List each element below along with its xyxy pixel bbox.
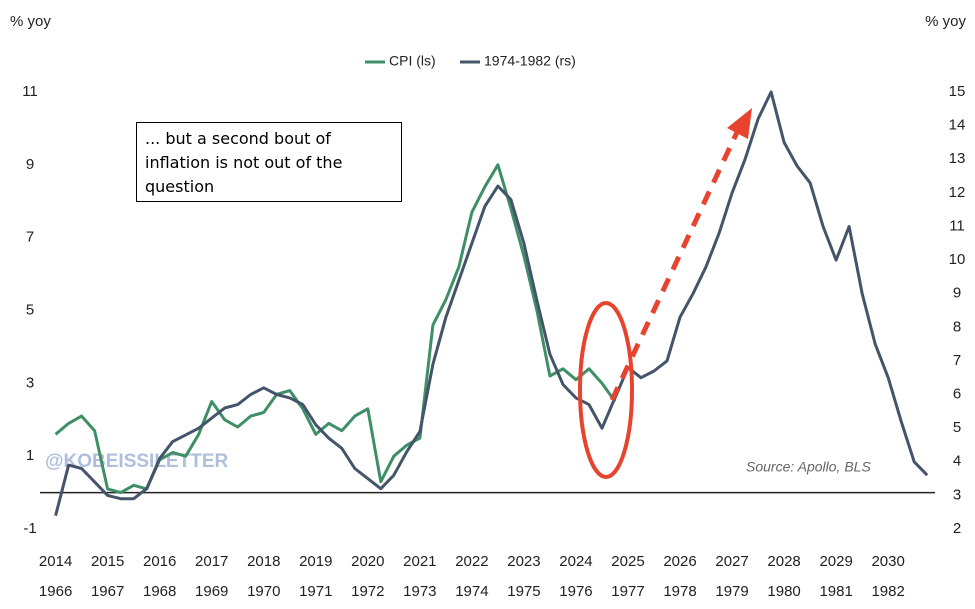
arrow-head	[727, 108, 752, 139]
x-tick-label: 2021	[403, 553, 436, 570]
x-tick-label: 2025	[611, 553, 644, 570]
x2-tick-label: 1976	[559, 583, 592, 600]
y2-tick-label: 15	[949, 83, 966, 100]
y-tick-label: 3	[26, 374, 34, 391]
y2-tick-label: 10	[949, 251, 966, 268]
y-axis-label: % yoy	[10, 13, 51, 30]
source: Source: Apollo, BLS	[746, 459, 871, 475]
y2-tick-label: 6	[953, 386, 961, 403]
y2-axis-label: % yoy	[925, 13, 966, 30]
x-tick-label: 2023	[507, 553, 540, 570]
x2-tick-label: 1973	[403, 583, 436, 600]
annotation: ... but a second bout of inflation is no…	[136, 122, 402, 202]
legend-label: CPI (ls)	[389, 53, 436, 69]
y2-tick-label: 5	[953, 419, 961, 436]
x2-tick-label: 1967	[91, 583, 124, 600]
y2-tick-label: 9	[953, 285, 961, 302]
y2-tick-label: 8	[953, 318, 961, 335]
x-tick-label: 2018	[247, 553, 280, 570]
x2-tick-label: 1977	[611, 583, 644, 600]
x-tick-label: 2027	[715, 553, 748, 570]
x-tick-label: 2020	[351, 553, 384, 570]
x2-tick-label: 1968	[143, 583, 176, 600]
x2-tick-label: 1981	[819, 583, 852, 600]
x-tick-label: 2028	[767, 553, 800, 570]
arrow-shaft	[609, 128, 741, 402]
y2-tick-label: 11	[949, 217, 965, 234]
highlight-ellipse	[578, 301, 634, 479]
y-tick-label: 1	[26, 447, 34, 464]
x2-tick-label: 1978	[663, 583, 696, 600]
x-tick-label: 2026	[663, 553, 696, 570]
x2-tick-label: 1971	[299, 583, 332, 600]
x2-tick-label: 1982	[871, 583, 904, 600]
x-tick-label: 2016	[143, 553, 176, 570]
y2-tick-label: 12	[949, 184, 966, 201]
y-tick-label: 7	[26, 229, 34, 246]
legend-label: 1974-1982 (rs)	[484, 53, 576, 69]
y2-tick-label: 13	[949, 150, 966, 167]
x-tick-label: 2015	[91, 553, 124, 570]
x2-tick-label: 1975	[507, 583, 540, 600]
x-tick-label: 2019	[299, 553, 332, 570]
y2-tick-label: 4	[953, 453, 961, 470]
x2-tick-label: 1980	[767, 583, 800, 600]
x2-tick-label: 1970	[247, 583, 280, 600]
x-tick-label: 2017	[195, 553, 228, 570]
series-line	[54, 90, 929, 516]
x2-tick-label: 1979	[715, 583, 748, 600]
x2-tick-label: 1972	[351, 583, 384, 600]
x2-tick-label: 1966	[39, 583, 72, 600]
y-tick-label: -1	[23, 520, 36, 537]
y2-tick-label: 2	[953, 520, 961, 537]
y-tick-label: 5	[26, 301, 34, 318]
y2-tick-label: 3	[953, 486, 961, 503]
x2-tick-label: 1974	[455, 583, 488, 600]
y-tick-label: 9	[26, 156, 34, 173]
x2-tick-label: 1969	[195, 583, 228, 600]
x-tick-label: 2014	[39, 553, 72, 570]
x-tick-label: 2022	[455, 553, 488, 570]
x-tick-label: 2030	[871, 553, 904, 570]
x-tick-label: 2029	[819, 553, 852, 570]
watermark: @KOBEISSILETTER	[45, 451, 228, 472]
y-tick-label: 11	[22, 83, 38, 100]
y2-tick-label: 14	[949, 117, 966, 134]
y2-tick-label: 7	[953, 352, 961, 369]
x-tick-label: 2024	[559, 553, 592, 570]
